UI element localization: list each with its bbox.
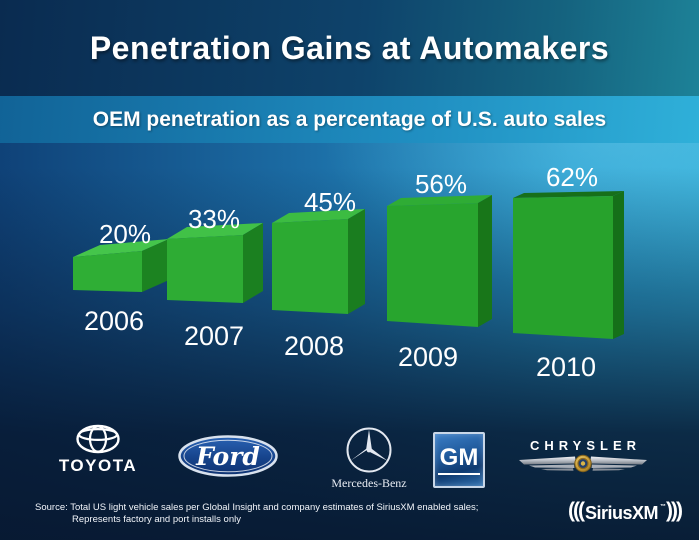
bar-top-face bbox=[167, 223, 263, 239]
page-title: Penetration Gains at Automakers bbox=[89, 29, 610, 66]
bar-value-label-2010: 62% bbox=[546, 162, 598, 192]
bar-year-label-2010: 2010 bbox=[536, 352, 596, 382]
bar-top-face bbox=[272, 209, 365, 223]
ford-oval-icon: Ford bbox=[178, 435, 278, 477]
bar-group-2008: 45% 2008 bbox=[272, 187, 365, 361]
toyota-wordmark: TOYOTA bbox=[58, 456, 138, 475]
mercedes-star-icon bbox=[346, 427, 392, 473]
bar-side-face bbox=[478, 195, 492, 327]
bar-group-2007: 33% 2007 bbox=[167, 204, 263, 351]
bar-top-face bbox=[387, 195, 492, 206]
mercedes-wordmark: Mercedes-Benz bbox=[331, 476, 407, 490]
bar-value-label-2008: 45% bbox=[304, 187, 356, 217]
chart-subtitle: OEM penetration as a percentage of U.S. … bbox=[92, 107, 607, 131]
bar-front-face bbox=[73, 251, 142, 292]
title-band: Penetration Gains at Automakers bbox=[0, 0, 699, 96]
siriusxm-waves-left-icon: ((( bbox=[568, 499, 585, 522]
bar-top-face bbox=[513, 191, 624, 198]
bar-front-face bbox=[387, 203, 478, 327]
chrysler-wings-icon bbox=[519, 454, 647, 473]
bar-side-face bbox=[142, 239, 169, 292]
bar-year-label-2006: 2006 bbox=[84, 306, 144, 336]
gm-logo: GM bbox=[433, 432, 485, 488]
gm-wordmark: GM bbox=[437, 445, 481, 475]
chrysler-wordmark: CHRYSLER bbox=[529, 438, 642, 453]
source-note: Source: Total US light vehicle sales per… bbox=[35, 502, 478, 526]
chrysler-logo: CHRYSLER bbox=[503, 438, 663, 475]
siriusxm-trademark: ™ bbox=[660, 504, 667, 510]
ford-wordmark: Ford bbox=[195, 442, 260, 471]
subtitle-band: OEM penetration as a percentage of U.S. … bbox=[0, 96, 699, 143]
bar-side-face bbox=[348, 209, 365, 314]
bar-year-label-2008: 2008 bbox=[284, 331, 344, 361]
bar-front-face bbox=[272, 219, 348, 314]
bar-side-face bbox=[613, 191, 624, 339]
ford-logo: Ford bbox=[178, 435, 278, 477]
bar-value-label-2006: 20% bbox=[99, 219, 151, 249]
bar-year-label-2007: 2007 bbox=[184, 321, 244, 351]
bar-group-2009: 56% 2009 bbox=[387, 169, 492, 372]
bar-top-face bbox=[73, 239, 169, 257]
toyota-logo: TOYOTA bbox=[48, 424, 148, 476]
gm-badge-icon: GM bbox=[433, 432, 485, 488]
mercedes-logo: Mercedes-Benz bbox=[328, 425, 410, 491]
toyota-emblem-icon bbox=[76, 424, 120, 454]
bar-value-label-2009: 56% bbox=[415, 169, 467, 199]
bar-side-face bbox=[243, 223, 263, 303]
source-line-2: Represents factory and port installs onl… bbox=[72, 514, 241, 525]
source-line-1: Source: Total US light vehicle sales per… bbox=[35, 502, 479, 513]
bar-group-2006: 20% 2006 bbox=[73, 219, 169, 336]
bar-year-label-2009: 2009 bbox=[398, 342, 458, 372]
bar-front-face bbox=[167, 235, 243, 303]
bar-value-label-2007: 33% bbox=[188, 204, 240, 234]
bar-front-face bbox=[513, 196, 613, 339]
bar-group-2010: 62% 2010 bbox=[513, 162, 624, 382]
siriusxm-waves-right-icon: ))) bbox=[666, 499, 683, 522]
siriusxm-logo: ((( SiriusXM ™ ))) bbox=[568, 499, 683, 525]
siriusxm-wordmark: SiriusXM bbox=[584, 502, 659, 523]
